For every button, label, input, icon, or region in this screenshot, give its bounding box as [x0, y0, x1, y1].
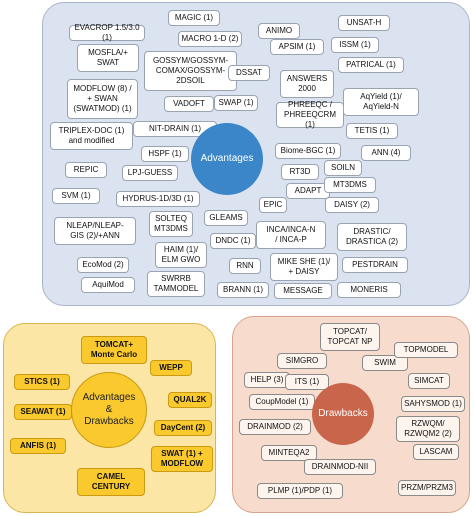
tag-aqyield: AqYield (1)/ AqYield-N [343, 88, 419, 116]
tag-tomcat-mc: TOMCAT+ Monte Carlo [81, 336, 147, 364]
tag-hspf: HSPF (1) [141, 146, 189, 162]
tag-gossym: GOSSYM/GOSSYM- COMAX/GOSSYM- 2DSOIL [144, 51, 237, 91]
tag-issm: ISSM (1) [331, 37, 379, 53]
tag-camel-century: CAMEL CENTURY [77, 468, 145, 496]
tag-daycent: DayCent (2) [154, 420, 212, 436]
tag-simgro: SIMGRO [277, 353, 327, 369]
tag-biome-bgc: Biome-BGC (1) [275, 143, 341, 159]
tag-brann: BRANN (1) [217, 282, 269, 298]
tag-rt3d: RT3D [281, 164, 319, 180]
tag-sahysmod: SAHYSMOD (1) [401, 396, 465, 412]
tag-magic: MAGIC (1) [168, 10, 220, 26]
tag-dndc: DNDC (1) [210, 233, 256, 249]
tag-apsim: APSIM (1) [270, 39, 324, 55]
tag-swat-modflow: SWAT (1) + MODFLOW [151, 446, 213, 472]
tag-macro: MACRO 1-D (2) [178, 31, 242, 47]
tag-haim: HAIM (1)/ ELM GWO [155, 242, 207, 268]
tag-moneris: MONERIS [337, 282, 401, 298]
tag-dssat: DSSAT [228, 65, 270, 81]
tag-animo: ANIMO [258, 23, 300, 39]
tag-soiln: SOILN [324, 160, 362, 176]
tag-soilteq: SOLTEQ MT3DMS [149, 211, 193, 237]
tag-stics: STICS (1) [14, 374, 70, 390]
tag-repic: REPIC [65, 162, 107, 178]
tag-unsat-h: UNSAT-H [338, 15, 390, 31]
tag-rnn: RNN [229, 258, 261, 274]
tag-message: MESSAGE [274, 283, 332, 299]
tag-vadoft: VADOFT [164, 96, 214, 112]
tag-seawat: SEAWAT (1) [14, 404, 72, 420]
tag-triplex: TRIPLEX-DOC (1) and modified [50, 122, 133, 150]
tag-evacrop: EVACROP 1.5/3.0 (1) [69, 23, 145, 42]
tag-simcat: SIMCAT [408, 373, 450, 389]
tag-rzwqm: RZWQM/ RZWQM2 (2) [396, 416, 460, 442]
tag-svm: SVM (1) [52, 188, 100, 204]
tag-ann: ANN (4) [361, 145, 411, 161]
tag-inca: INCA/INCA-N / INCA-P [256, 221, 326, 249]
tag-topmodel: TOPMODEL [394, 342, 458, 358]
tag-mosfla: MOSFLA/+ SWAT [77, 44, 139, 72]
tag-swap: SWAP (1) [214, 95, 258, 111]
tag-przm: PRZM/PRZM3 [398, 480, 456, 496]
tag-patrical: PATRICAL (1) [338, 57, 404, 73]
tag-drainmod-nii: DRAINMOD-NII [304, 459, 376, 475]
drawbacks-hub: Drawbacks [312, 383, 374, 445]
tag-modflow: MODFLOW (8) / + SWAN (SWATMOD) (1) [67, 79, 138, 119]
tag-gleams: GLEAMS [204, 210, 248, 226]
tag-epic: EPIC [259, 197, 287, 213]
tag-nit-drain: NIT-DRAIN (1) [133, 121, 217, 137]
tag-answers: ANSWERS 2000 [280, 70, 334, 98]
tag-coupmodel: CoupModel (1) [249, 394, 315, 410]
tag-mt3dms: MT3DMS [324, 177, 376, 193]
advantages-drawbacks-hub: Advantages & Drawbacks [71, 372, 147, 448]
tag-daisy: DAISY (2) [325, 197, 379, 213]
tag-pestdrain: PESTDRAIN [342, 257, 408, 273]
tag-ecomod: EcoMod (2) [77, 257, 129, 273]
tag-swrrb: SWRRB TAMMODEL [147, 271, 205, 297]
tag-nleap: NLEAP/NLEAP- GIS (2)/+ANN [54, 217, 136, 245]
advantages-hub: Advantages [191, 123, 263, 195]
tag-minteqa2: MINTEQA2 [261, 445, 317, 461]
tag-its: ITS (1) [285, 374, 329, 390]
tag-drastic: DRASTIC/ DRASTICA (2) [337, 223, 407, 251]
tag-help: HELP (3) [244, 372, 290, 388]
tag-wepp: WEPP [150, 360, 192, 376]
tag-swim: SWIM [362, 355, 408, 371]
advantages-panel: EVACROP 1.5/3.0 (1) MAGIC (1) ANIMO UNSAT-H… [42, 2, 470, 306]
tag-mike-she: MIKE SHE (1)/ + DAISY [270, 253, 338, 281]
tag-drainmod: DRAINMOD (2) [239, 419, 311, 435]
tag-lascam: LASCAM [413, 444, 459, 460]
tag-qual2k: QUAL2K [168, 392, 212, 408]
tag-aquimod: AquiMod [81, 277, 135, 293]
tag-anfis: ANFIS (1) [10, 438, 66, 454]
tag-phreeqc: PHREEQC / PHREEQCRM (1) [276, 100, 344, 129]
tag-hydrus: HYDRUS-1D/3D (1) [116, 191, 200, 207]
tag-plmp: PLMP (1)/PDP (1) [257, 483, 343, 499]
tag-lpj-guess: LPJ-GUESS [122, 165, 178, 181]
drawbacks-panel: TOPCAT/ TOPCAT NP SIMGRO SWIM TOPMODEL HELP … [232, 316, 470, 513]
tag-tetis: TETIS (1) [346, 123, 398, 139]
tag-topcat: TOPCAT/ TOPCAT NP [320, 323, 380, 351]
